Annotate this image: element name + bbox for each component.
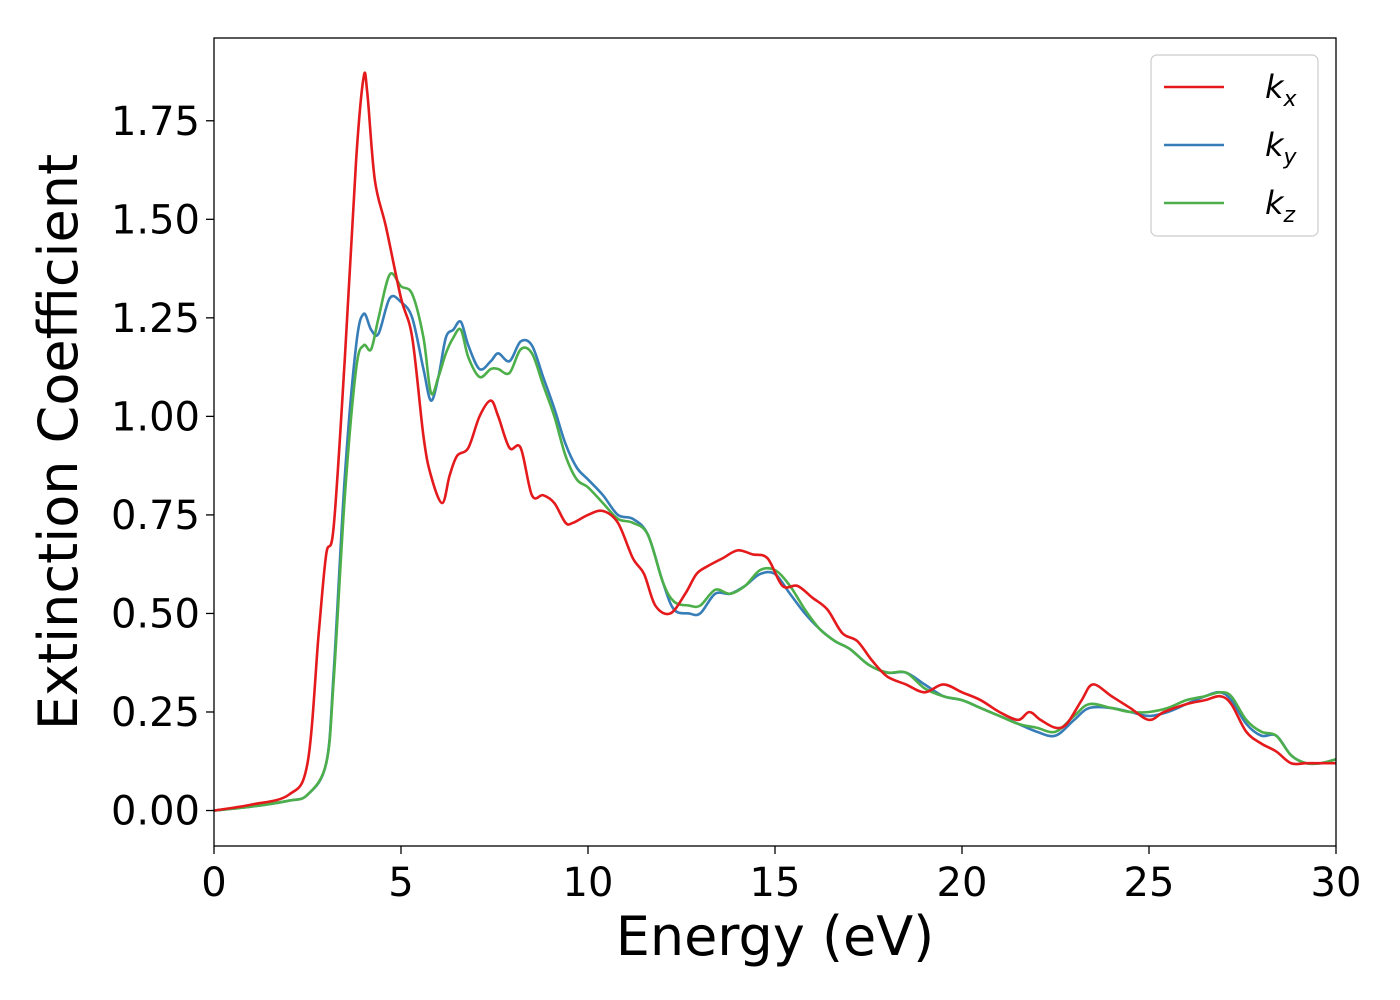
series-line-k_x [214, 71, 1336, 812]
y-tick-label: 1.25 [111, 296, 200, 342]
y-tick-label: 0.50 [111, 591, 200, 637]
y-tick-label: 0.25 [111, 690, 200, 736]
x-tick-label: 25 [1124, 860, 1175, 906]
y-tick-label: 0.00 [111, 789, 200, 835]
legend-label-k_z: kz [1265, 184, 1296, 228]
y-tick-label: 1.50 [111, 197, 200, 243]
y-axis-title: Extinction Coefficient [27, 154, 90, 730]
series-line-k_z [214, 272, 1336, 812]
series-layer [214, 71, 1336, 812]
x-tick-label: 10 [563, 860, 614, 906]
x-axis-title: Energy (eV) [616, 905, 935, 968]
y-ticks: 0.00 0.25 0.50 0.75 1.00 1.25 1.50 1.75 [111, 99, 214, 835]
x-ticks: 0 5 10 15 20 25 30 [201, 846, 1361, 906]
legend: kx ky kz [1150, 54, 1319, 237]
y-tick-label: 1.00 [111, 394, 200, 440]
legend-frame [1150, 54, 1319, 237]
x-tick-label: 0 [201, 860, 226, 906]
legend-label-k_x: kx [1265, 68, 1298, 112]
x-tick-label: 5 [388, 860, 413, 906]
y-tick-label: 1.75 [111, 99, 200, 145]
x-tick-label: 30 [1311, 860, 1362, 906]
y-tick-label: 0.75 [111, 493, 200, 539]
x-tick-label: 15 [750, 860, 801, 906]
legend-label-k_y: ky [1265, 126, 1298, 170]
x-tick-label: 20 [937, 860, 988, 906]
